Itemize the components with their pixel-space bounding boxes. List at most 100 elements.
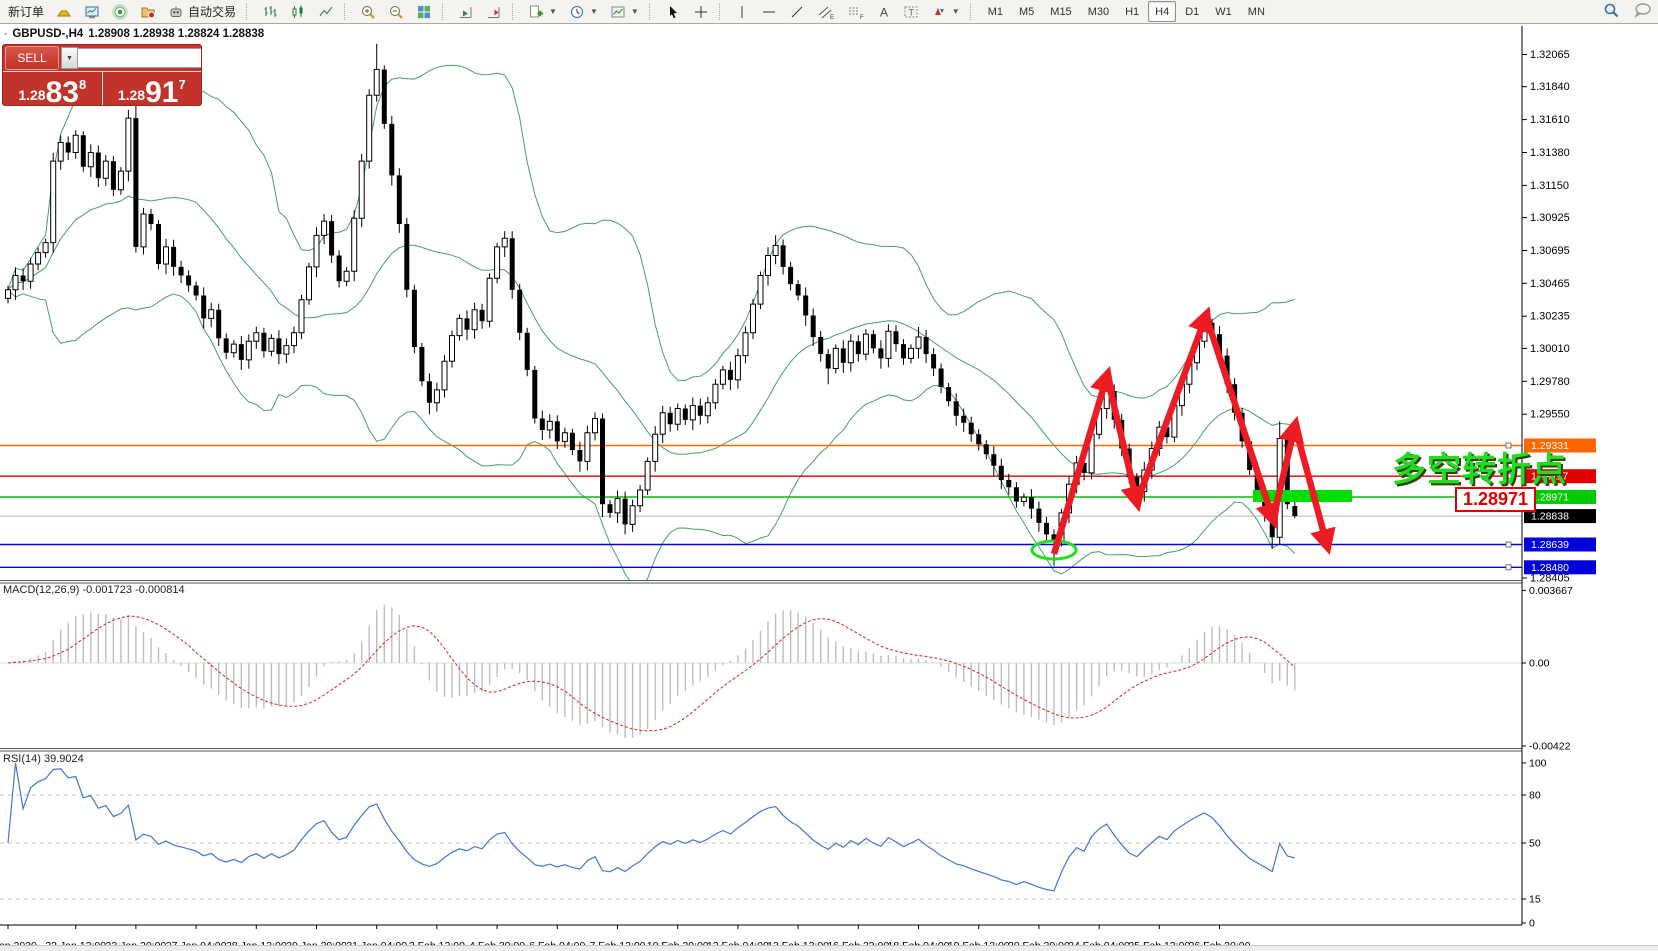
- timeframe-M1[interactable]: M1: [987, 5, 1003, 18]
- signal-button[interactable]: [106, 0, 134, 23]
- bull-candles: [5, 69, 1283, 542]
- history-center-button[interactable]: [134, 0, 162, 23]
- price-tag-1.28971: 1.28971: [1531, 492, 1569, 504]
- timeframe-M15[interactable]: M15: [1050, 5, 1072, 18]
- svg-text:F: F: [860, 15, 864, 20]
- bollinger-bands: [7, 64, 1296, 580]
- line-chart-button[interactable]: [312, 0, 340, 23]
- zoom-in-icon: [362, 5, 375, 19]
- chevron-down-icon: ▼: [549, 7, 557, 16]
- fibonacci-button[interactable]: F: [841, 0, 871, 23]
- horizontal-line-button[interactable]: [755, 0, 783, 23]
- chart-shift-button[interactable]: [480, 0, 508, 23]
- macd-indicator-label: MACD(12,26,9) -0.001723 -0.000814: [3, 584, 185, 596]
- cursor-button[interactable]: [659, 0, 687, 23]
- price-tick: 1.30695: [1530, 245, 1570, 257]
- candlestick-chart-button[interactable]: [284, 0, 312, 23]
- toolbar-separator: [648, 3, 656, 20]
- indicators-button[interactable]: ▼: [522, 0, 563, 23]
- timeframe-H4[interactable]: H4: [1148, 1, 1177, 22]
- svg-text:E: E: [830, 15, 834, 20]
- price-tick: 1.31610: [1530, 114, 1570, 126]
- robot-icon: [170, 6, 182, 17]
- text-label-button[interactable]: T: [897, 0, 925, 23]
- crosshair-button[interactable]: [687, 0, 715, 23]
- text-label-icon: T: [904, 6, 918, 17]
- timeframe-H1[interactable]: H1: [1125, 5, 1140, 18]
- price-tick: 1.31150: [1530, 180, 1569, 192]
- toolbar-separator: [512, 3, 519, 20]
- pane-borders: [0, 26, 1523, 926]
- sell-button[interactable]: SELL: [5, 46, 59, 70]
- zoom-out-icon: [390, 5, 403, 19]
- toolbar-separator: [969, 3, 977, 20]
- price-tick: 1.30925: [1530, 212, 1570, 224]
- volume-down-button[interactable]: ▼: [61, 47, 78, 69]
- search-icon[interactable]: [1603, 2, 1620, 19]
- timeframe-MN[interactable]: MN: [1247, 5, 1265, 18]
- price-level-annotation: 1.28971: [1455, 487, 1537, 512]
- timeframe-M5[interactable]: M5: [1019, 5, 1035, 18]
- vertical-line-button[interactable]: [729, 0, 755, 23]
- price-tag-1.28480: 1.28480: [1531, 562, 1569, 574]
- template-icon: [611, 6, 625, 17]
- indicators-add-icon: [530, 5, 544, 17]
- sell-price[interactable]: 1.28 83 8: [3, 72, 103, 105]
- svg-text:0.003667: 0.003667: [1529, 585, 1573, 597]
- periods-button[interactable]: ▼: [563, 0, 604, 23]
- gold-bars-icon: [57, 10, 71, 16]
- arrows-shapes-icon: [934, 7, 944, 15]
- templates-button[interactable]: ▼: [604, 0, 645, 23]
- chevron-down-icon: ▼: [589, 7, 598, 16]
- price-tag-1.28639: 1.28639: [1531, 539, 1569, 551]
- tile-windows-button[interactable]: [410, 0, 438, 23]
- rsi-pane: [0, 762, 1522, 900]
- zoom-out-button[interactable]: [382, 0, 410, 23]
- auto-scroll-button[interactable]: [452, 0, 480, 23]
- macd-signal-line: [7, 615, 1296, 732]
- svg-text:15: 15: [1529, 894, 1541, 906]
- auto-scroll-icon: [460, 6, 472, 18]
- shapes-button[interactable]: ▼: [925, 0, 966, 23]
- tile-windows-icon: [418, 5, 431, 18]
- fibonacci-icon: F: [848, 7, 864, 20]
- svg-text:-0.00422: -0.00422: [1529, 741, 1571, 753]
- price-tick: 1.30235: [1530, 311, 1570, 323]
- bar-chart-icon: [264, 5, 277, 17]
- timeframe-group: M1 M5 M15 M30 H1 H4 D1 W1 MN: [980, 1, 1273, 22]
- volume-input[interactable]: [78, 48, 201, 68]
- line-chart-icon: [319, 6, 333, 16]
- market-watch-button[interactable]: [78, 0, 106, 23]
- gold-bars-icon-button[interactable]: [50, 0, 78, 23]
- macd-histogram: [14, 604, 1296, 738]
- auto-trading-button[interactable]: 自动交易: [162, 0, 242, 23]
- chart-collapse-icon: -: [4, 28, 8, 40]
- toolbar-separator: [442, 3, 449, 20]
- timeframe-D1[interactable]: D1: [1185, 5, 1200, 18]
- price-tags: 1.29331 1.29117 1.28971 1.28838 1.28639 1.284…: [1524, 438, 1596, 575]
- toolbar: 新订单 自动交易: [0, 0, 1658, 24]
- svg-text:50: 50: [1529, 838, 1541, 850]
- chevron-down-icon: ▼: [951, 7, 960, 16]
- horizontal-line-icon: [762, 11, 775, 12]
- price-tick: 1.32065: [1530, 49, 1570, 61]
- one-click-trading-panel: SELL ▼ ▲ BUY 1.28 83 8 1.28 91 7: [2, 44, 202, 106]
- trendline-button[interactable]: [783, 0, 811, 23]
- toolbar-separator: [718, 3, 726, 20]
- rsi-axis: 100 80 50 15 0: [1522, 758, 1547, 930]
- price-tag-1.28838: 1.28838: [1531, 511, 1569, 523]
- chevron-down-icon: ▼: [630, 7, 639, 16]
- svg-text:100: 100: [1529, 758, 1547, 770]
- timeframe-W1[interactable]: W1: [1215, 5, 1232, 18]
- community-chat-icon[interactable]: [1630, 2, 1652, 19]
- new-order-button[interactable]: 新订单: [2, 0, 50, 23]
- bar-chart-button[interactable]: [256, 0, 284, 23]
- macd-pane: [0, 604, 1522, 738]
- market-watch-icon: [85, 6, 99, 18]
- equidistant-channel-button[interactable]: E: [811, 0, 841, 23]
- bear-candles: [20, 69, 1298, 542]
- timeframe-M30[interactable]: M30: [1087, 5, 1110, 18]
- buy-price[interactable]: 1.28 91 7: [117, 75, 186, 106]
- text-button[interactable]: A: [871, 0, 897, 23]
- zoom-in-button[interactable]: [354, 0, 382, 23]
